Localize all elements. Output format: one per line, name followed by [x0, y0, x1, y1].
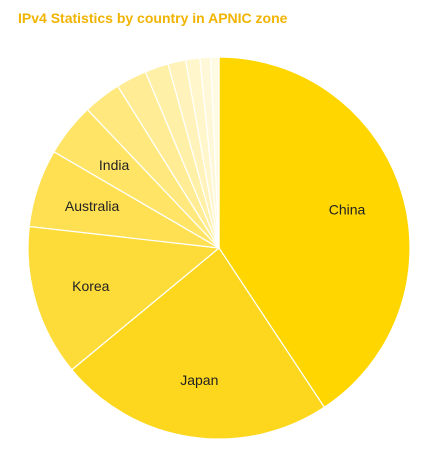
slice-label-india: India	[99, 157, 130, 173]
slice-label-australia: Australia	[65, 198, 120, 214]
chart-title: IPv4 Statistics by country in APNIC zone	[18, 10, 288, 26]
slice-label-japan: Japan	[180, 372, 218, 388]
pie-slice-japan	[70, 247, 326, 440]
pie-slice-11	[209, 56, 220, 249]
slice-label-china: China	[329, 202, 366, 218]
slice-label-korea: Korea	[72, 278, 110, 294]
pie-slice-korea	[27, 225, 221, 371]
